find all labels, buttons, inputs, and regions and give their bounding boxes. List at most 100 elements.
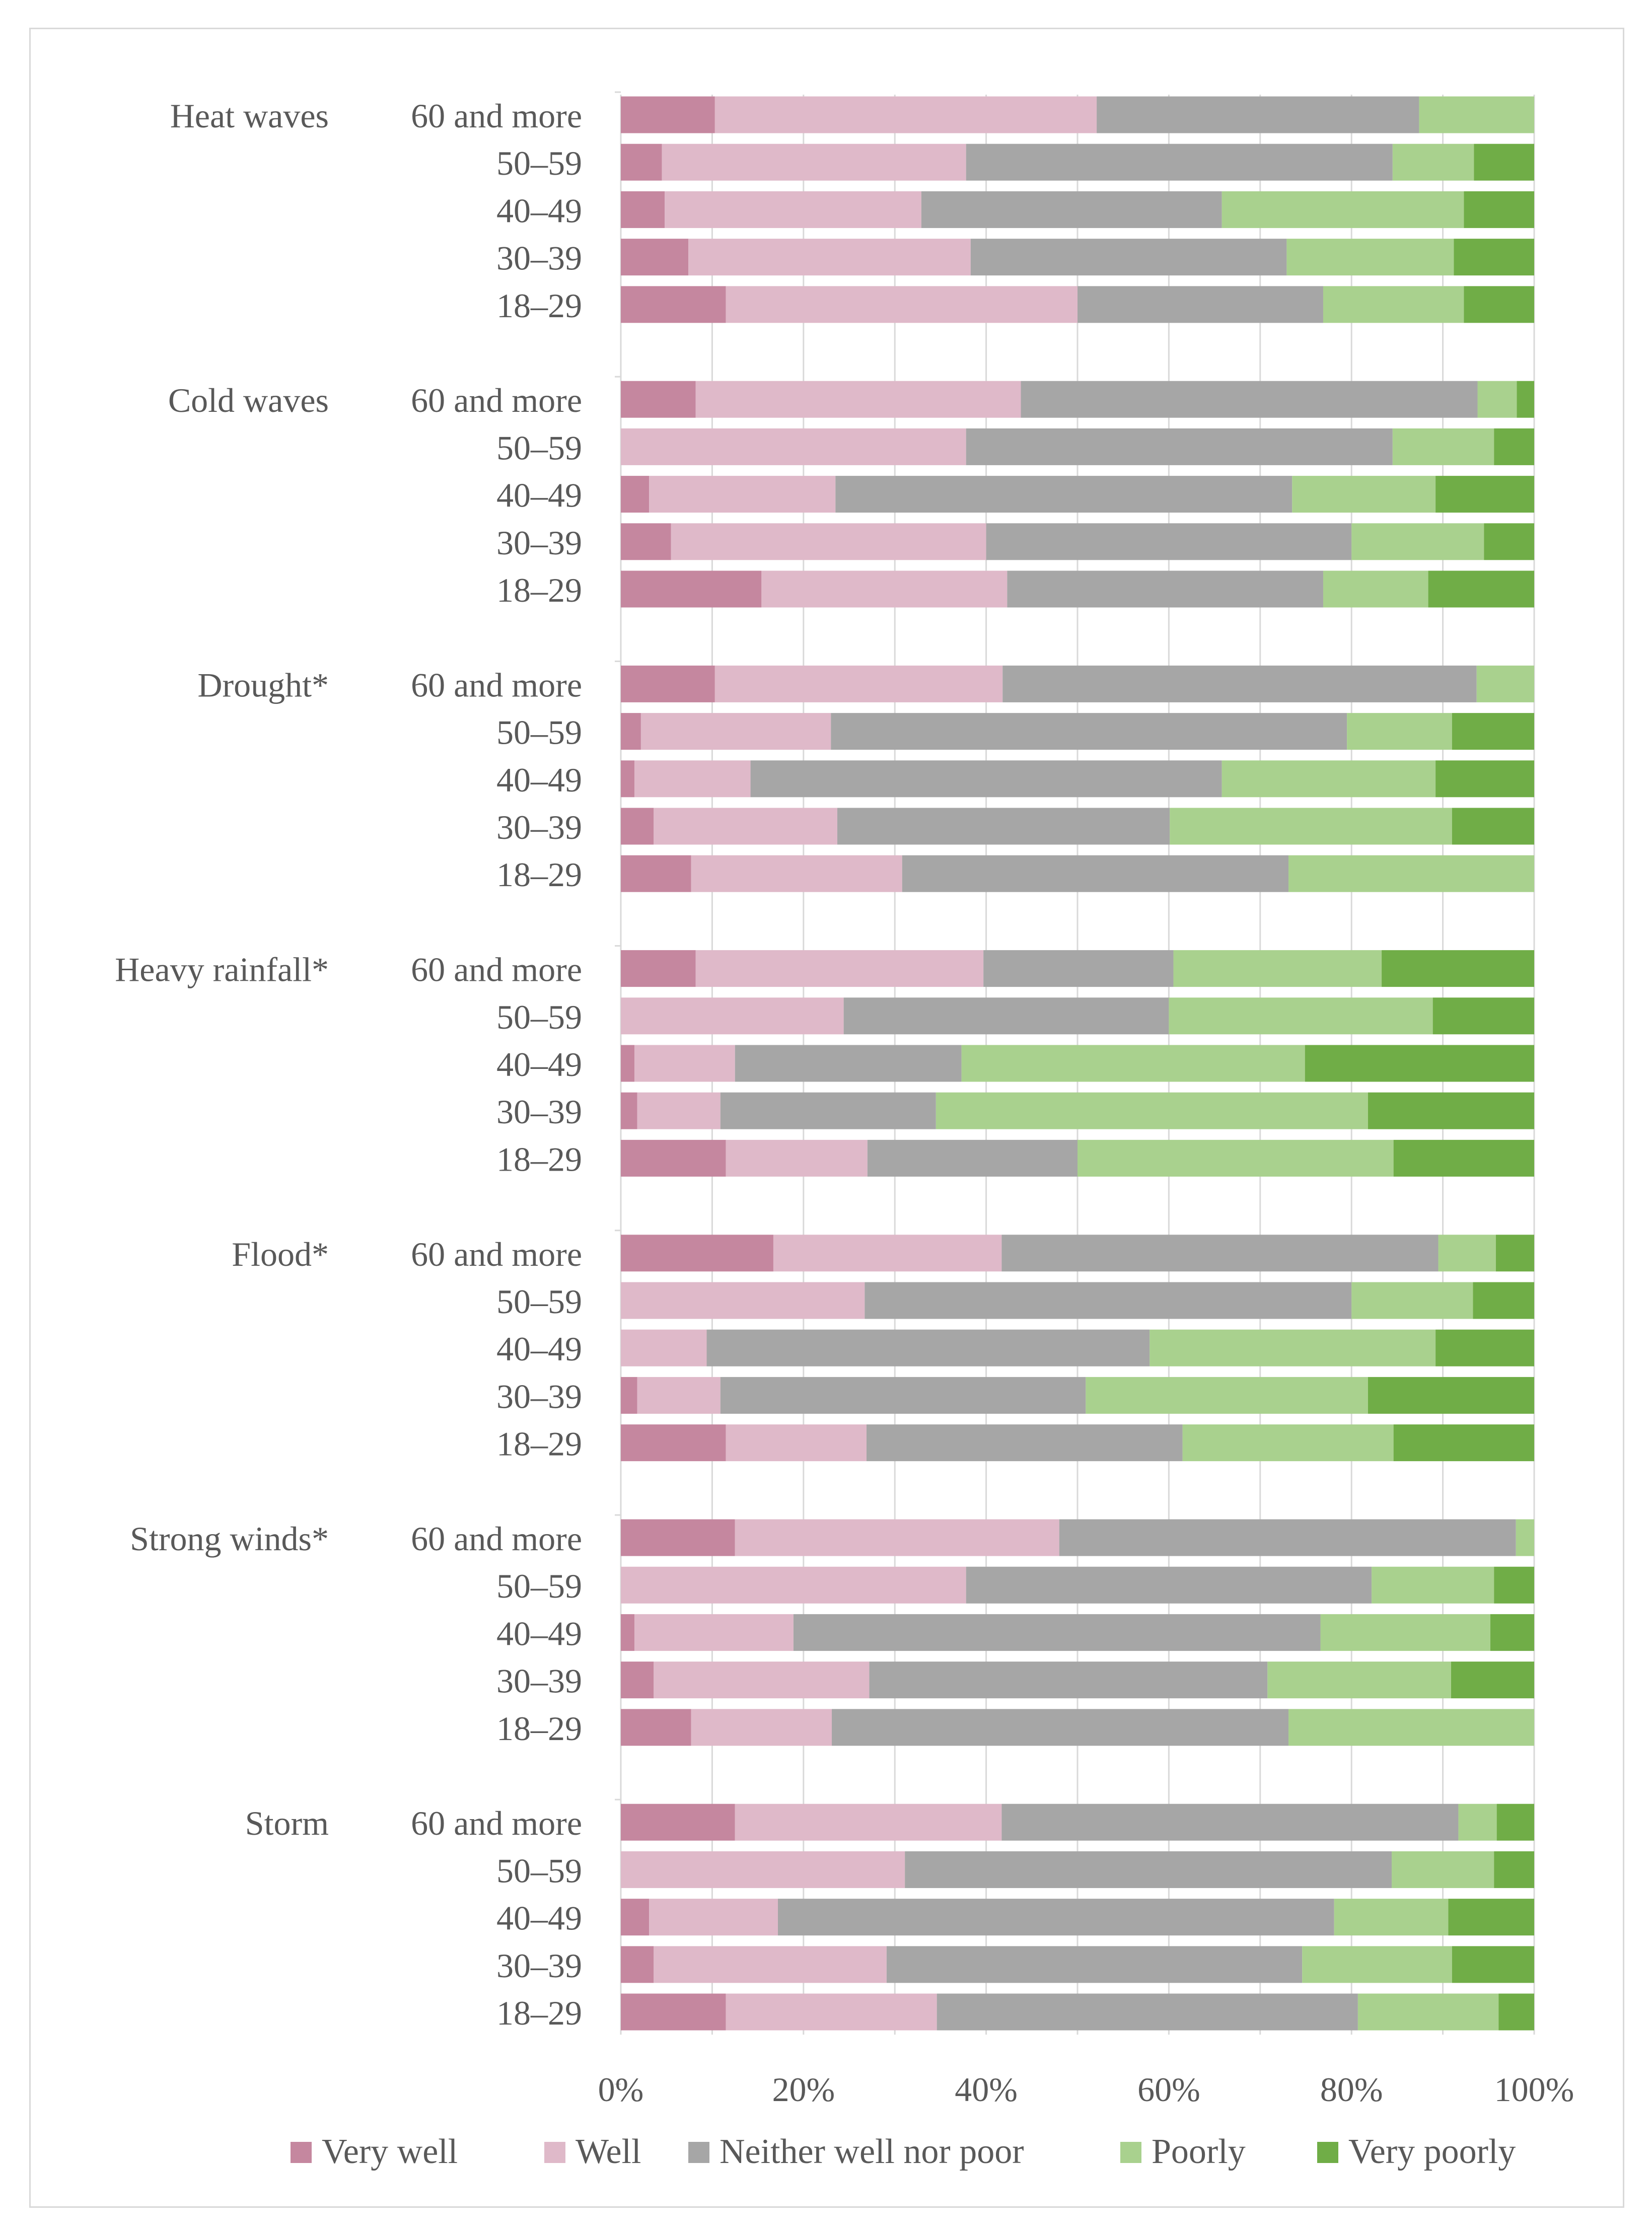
legend: Very well Well Neither well nor poor Poorly… (291, 2132, 1516, 2171)
bar-drought-30-39-very-well (621, 808, 654, 845)
bar-drought-50-59-well (640, 713, 831, 750)
bar-cold-waves-40-49-well (649, 476, 836, 513)
age-label: 50–59 (496, 428, 582, 467)
bar-strong-winds-40-49-well (634, 1614, 794, 1651)
bar-flood-30-39-very-well (621, 1377, 637, 1414)
bar-heavy-rainfall-18-29-very-poorly (1393, 1139, 1534, 1177)
bar-flood-30-39-neither-well-nor-poor (720, 1377, 1086, 1414)
age-label: 40–49 (496, 476, 582, 515)
legend-swatch-neither-well-nor-poor (688, 2142, 709, 2163)
bar-cold-waves-40-49-neither-well-nor-poor (835, 476, 1292, 513)
hazard-label: Storm (245, 1804, 329, 1842)
bar-cold-waves-40-49-very-well (621, 476, 650, 513)
bar-heat-waves-30-39-well (688, 239, 971, 276)
bar-strong-winds-30-39-very-well (621, 1662, 654, 1699)
bar-heat-waves-18-29-very-well (621, 286, 726, 323)
bar-storm-18-29-poorly (1357, 1993, 1499, 2031)
age-label: 18–29 (496, 855, 582, 894)
age-label: 40–49 (496, 1899, 582, 1937)
bar-cold-waves-60-and-more-well (695, 381, 1021, 418)
bar-cold-waves-18-29-very-poorly (1428, 570, 1534, 608)
legend-label-neither-well-nor-poor: Neither well nor poor (720, 2132, 1024, 2171)
bar-storm-50-59-very-poorly (1494, 1851, 1534, 1888)
bar-heat-waves-18-29-neither-well-nor-poor (1078, 286, 1323, 323)
bar-storm-40-49-very-well (621, 1899, 650, 1936)
bar-drought-50-59-very-well (621, 713, 641, 750)
bar-heavy-rainfall-50-59-very-poorly (1432, 997, 1534, 1035)
age-label: 50–59 (496, 713, 582, 752)
bar-strong-winds-40-49-poorly (1320, 1614, 1490, 1651)
age-label: 30–39 (496, 1093, 582, 1131)
age-label: 30–39 (496, 1947, 582, 1985)
bar-storm-50-59-neither-well-nor-poor (905, 1851, 1392, 1888)
legend-swatch-very-poorly (1317, 2142, 1338, 2163)
bar-heat-waves-40-49-very-well (621, 191, 665, 228)
bar-cold-waves-30-39-poorly (1351, 523, 1484, 560)
legend-swatch-poorly (1120, 2142, 1141, 2163)
age-label: 18–29 (496, 1425, 582, 1463)
bar-drought-50-59-very-poorly (1452, 713, 1534, 750)
category-labels: 60 and more Heat waves 50–59 40–49 30–39 18–2… (115, 97, 582, 2032)
bar-flood-50-59-well (621, 1282, 865, 1319)
bar-cold-waves-18-29-well (761, 570, 1008, 608)
legend-swatch-very-well (291, 2142, 312, 2163)
bar-storm-40-49-poorly (1334, 1899, 1449, 1936)
age-label: 30–39 (496, 524, 582, 562)
age-label: 50–59 (496, 1567, 582, 1605)
bar-storm-18-29-neither-well-nor-poor (937, 1993, 1358, 2031)
bar-heavy-rainfall-30-39-well (637, 1092, 721, 1129)
bar-heat-waves-60-and-more-very-well (621, 96, 715, 133)
bar-cold-waves-18-29-poorly (1323, 570, 1428, 608)
bar-strong-winds-18-29-very-well (621, 1709, 691, 1746)
bars (621, 96, 1534, 2031)
bar-strong-winds-60-and-more-neither-well-nor-poor (1059, 1519, 1516, 1556)
bar-storm-30-39-neither-well-nor-poor (886, 1946, 1303, 1983)
bar-drought-50-59-neither-well-nor-poor (831, 713, 1347, 750)
bar-heavy-rainfall-50-59-neither-well-nor-poor (843, 997, 1169, 1035)
bar-storm-60-and-more-very-poorly (1496, 1804, 1534, 1841)
x-tick-label: 40% (955, 2070, 1018, 2109)
age-label: 60 and more (411, 97, 582, 135)
age-label: 60 and more (411, 1804, 582, 1842)
bar-heat-waves-40-49-poorly (1222, 191, 1464, 228)
bar-flood-50-59-neither-well-nor-poor (865, 1282, 1352, 1319)
age-label: 40–49 (496, 1614, 582, 1652)
bar-strong-winds-60-and-more-very-well (621, 1519, 735, 1556)
bar-flood-60-and-more-very-well (621, 1235, 773, 1272)
x-tick-label: 100% (1494, 2070, 1574, 2109)
bar-flood-18-29-well (726, 1424, 867, 1462)
bar-cold-waves-60-and-more-very-well (621, 381, 696, 418)
bar-flood-18-29-poorly (1182, 1424, 1394, 1462)
bar-heavy-rainfall-30-39-poorly (936, 1092, 1368, 1129)
bar-storm-50-59-poorly (1392, 1851, 1494, 1888)
bar-heat-waves-50-59-poorly (1392, 143, 1474, 181)
bar-flood-60-and-more-well (773, 1235, 1002, 1272)
hazard-label: Cold waves (168, 381, 329, 419)
bar-cold-waves-50-59-neither-well-nor-poor (966, 428, 1393, 465)
bar-flood-50-59-poorly (1351, 1282, 1473, 1319)
bar-drought-40-49-very-poorly (1435, 760, 1534, 798)
bar-flood-40-49-well (621, 1329, 707, 1366)
age-label: 60 and more (411, 381, 582, 419)
bar-heavy-rainfall-60-and-more-very-poorly (1382, 950, 1534, 987)
bar-storm-40-49-very-poorly (1448, 1899, 1534, 1936)
bar-heavy-rainfall-50-59-well (621, 997, 844, 1035)
bar-heat-waves-50-59-well (662, 143, 966, 181)
legend-label-well: Well (576, 2132, 641, 2171)
x-tick-label: 20% (772, 2070, 835, 2109)
x-tick-label: 0% (598, 2070, 644, 2109)
bar-heavy-rainfall-40-49-very-poorly (1305, 1045, 1534, 1082)
bar-strong-winds-30-39-neither-well-nor-poor (869, 1662, 1268, 1699)
bar-drought-30-39-neither-well-nor-poor (837, 808, 1170, 845)
bar-flood-60-and-more-poorly (1438, 1235, 1496, 1272)
age-label: 60 and more (411, 951, 582, 989)
bar-storm-50-59-well (621, 1851, 905, 1888)
bar-cold-waves-50-59-very-poorly (1494, 428, 1534, 465)
bar-heavy-rainfall-18-29-poorly (1078, 1139, 1394, 1177)
bar-storm-18-29-well (726, 1993, 937, 2031)
age-label: 18–29 (496, 1140, 582, 1178)
bar-strong-winds-40-49-very-poorly (1490, 1614, 1534, 1651)
bar-drought-40-49-neither-well-nor-poor (750, 760, 1222, 798)
bar-flood-18-29-very-well (621, 1424, 726, 1462)
bar-cold-waves-30-39-well (671, 523, 986, 560)
